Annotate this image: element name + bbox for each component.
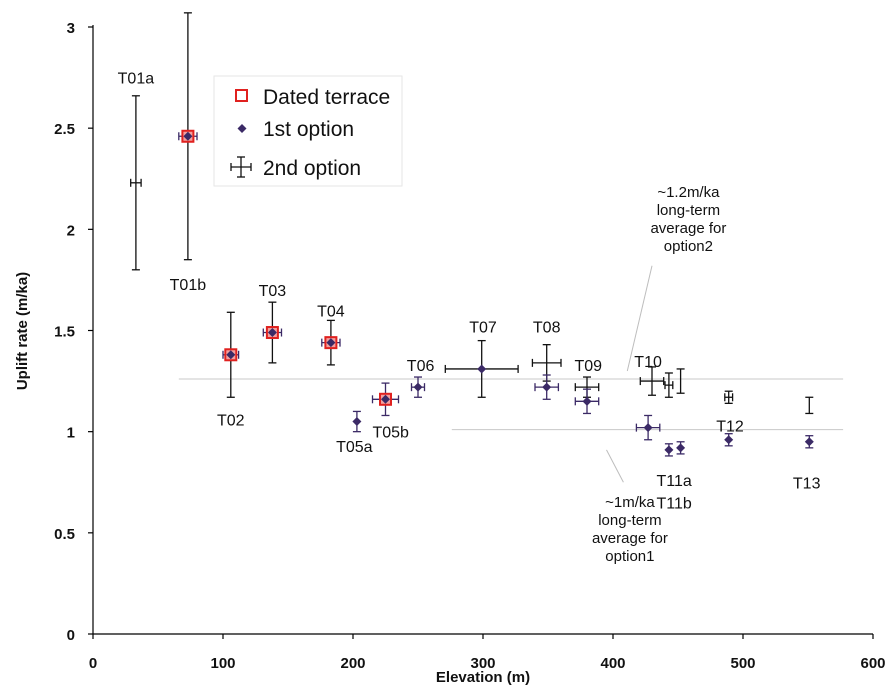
second-option-point-12 (724, 390, 734, 404)
point-label-t01b: T01b (170, 277, 207, 294)
first-option-errorbar-8 (534, 374, 560, 400)
y-tick-label: 0.5 (54, 526, 75, 543)
y-axis-title: Uplift rate (m/ka) (14, 272, 31, 390)
x-axis-title: Elevation (m) (436, 669, 530, 686)
first-option-marker-7 (477, 364, 487, 374)
y-tick-label: 1 (67, 425, 75, 442)
first-option-marker-4 (352, 417, 362, 427)
x-tick-label: 0 (89, 655, 97, 672)
annotation-line: ~1.2m/ka (657, 184, 720, 201)
first-option-marker-14 (804, 437, 814, 447)
annotation-leader-1 (606, 449, 624, 483)
x-tick-label: 600 (860, 655, 885, 672)
point-label-t11b: T11b (656, 495, 691, 512)
annotation-line: ~1m/ka (605, 494, 655, 511)
second-option-point-10 (664, 372, 674, 398)
second-option-point-9 (639, 366, 665, 396)
x-tick-label: 500 (730, 655, 755, 672)
first-option-marker-10 (643, 423, 653, 433)
y-tick-label: 3 (67, 20, 75, 37)
legend-label-first: 1st option (263, 118, 354, 141)
annotation-line: option2 (664, 238, 713, 255)
first-option-marker-1 (226, 350, 236, 360)
point-label-t07: T07 (469, 319, 497, 336)
legend: Dated terrace 1st option 2nd option (213, 75, 403, 187)
first-option-marker-3 (326, 338, 336, 348)
legend-swatch-second (230, 156, 252, 178)
x-tick-label: 100 (210, 655, 235, 672)
legend-swatch-dated (235, 89, 248, 102)
first-option-marker-0 (183, 131, 193, 141)
legend-label-second: 2nd option (263, 157, 361, 180)
legend-swatch-first (237, 124, 247, 133)
point-label-t05a: T05a (336, 439, 373, 456)
y-tick-label: 0 (67, 627, 75, 644)
point-label-t01a: T01a (118, 71, 155, 88)
point-label-t10: T10 (634, 354, 662, 371)
first-option-marker-9 (582, 396, 592, 406)
point-label-t06: T06 (407, 358, 435, 375)
x-tick-label: 300 (470, 655, 495, 672)
annotation-line: option1 (605, 548, 654, 565)
point-label-t04: T04 (317, 303, 345, 320)
x-tick-label: 400 (600, 655, 625, 672)
data-markers (181, 129, 814, 455)
legend-label-dated: Dated terrace (263, 86, 390, 109)
annotation-leader-0 (626, 265, 653, 372)
point-label-t02: T02 (217, 413, 245, 430)
y-tick-label: 2.5 (54, 121, 75, 138)
first-option-marker-6 (413, 382, 423, 392)
point-label-t09: T09 (575, 358, 603, 375)
first-option-marker-2 (267, 328, 277, 338)
annotation-line: average for (592, 530, 668, 547)
first-option-marker-5 (381, 394, 390, 404)
y-tick-label: 2 (67, 222, 75, 239)
x-tick-label: 200 (340, 655, 365, 672)
axes: 0 100 200 300 400 500 600 0 0.5 1 1.5 2 2.5 3 Elevatio… (14, 20, 886, 686)
annotation-line: long-term (598, 512, 661, 529)
annotation-line: average for (650, 220, 726, 237)
first-option-marker-12 (676, 443, 686, 453)
first-option-marker-13 (724, 435, 734, 445)
point-label-t12: T12 (716, 419, 744, 436)
first-option-marker-11 (664, 445, 674, 455)
y-tick-label: 1.5 (54, 324, 75, 341)
second-option-point-0 (130, 95, 142, 271)
point-label-t03: T03 (259, 283, 287, 300)
point-label-t08: T08 (533, 319, 561, 336)
point-label-t11a: T11a (656, 473, 691, 490)
point-label-t05b: T05b (372, 425, 409, 442)
first-option-marker-8 (542, 382, 552, 392)
annotation-line: long-term (657, 202, 720, 219)
second-option-point-13 (805, 396, 814, 415)
second-option-point-11 (676, 368, 685, 394)
point-label-t13: T13 (793, 475, 821, 492)
